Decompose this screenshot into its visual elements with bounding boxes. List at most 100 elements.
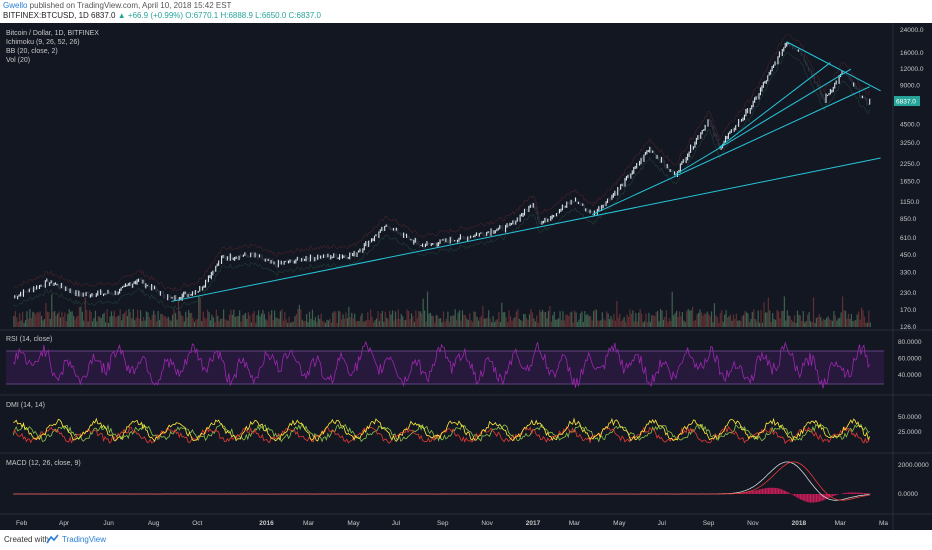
macd-hist-bar [796, 494, 799, 498]
volume-bar [94, 310, 97, 327]
volume-bar [451, 315, 453, 327]
volume-bar [364, 321, 366, 327]
volume-bar [147, 312, 149, 327]
macd-hist-bar [815, 494, 818, 503]
dmi-tick-label: 25.0000 [898, 429, 922, 436]
volume-bar [664, 316, 666, 327]
rsi-axis: 80.0000 60.0000 40.0000 [898, 339, 922, 379]
volume-bar [276, 317, 279, 327]
macd-hist-bar [814, 494, 816, 503]
volume-bar [161, 314, 164, 327]
volume-bar [58, 311, 60, 327]
macd-hist-bar [786, 491, 788, 494]
volume-bar [607, 313, 609, 327]
volume-bar [630, 313, 633, 327]
volume-bar [135, 317, 137, 327]
volume-bar [575, 312, 577, 327]
volume-bar [319, 319, 321, 327]
volume-bar [212, 317, 215, 327]
trendline[interactable] [786, 41, 881, 92]
macd-hist-bar [826, 494, 828, 499]
volume-bar [343, 318, 346, 327]
volume-bar [199, 298, 201, 327]
macd-tick-label: 2000.0000 [898, 462, 929, 469]
volume-bar [525, 317, 528, 327]
volume-bar [712, 322, 714, 327]
volume-bar [638, 312, 640, 327]
volume-bar [380, 313, 382, 327]
volume-bar [346, 318, 349, 327]
volume-bar [268, 311, 270, 327]
volume-bar [670, 320, 672, 327]
macd-hist-bar [850, 492, 852, 494]
macd-hist-bar [789, 493, 791, 494]
symbol-name: BITFINEX:BTCUSD, 1D [3, 11, 89, 20]
volume-bar [300, 309, 302, 327]
macd-hist-bar [831, 494, 834, 497]
volume-bar [144, 320, 146, 327]
volume-bar [205, 318, 207, 327]
volume-bar [338, 310, 340, 327]
volume-bar [367, 312, 369, 327]
volume-bar [211, 314, 213, 327]
volume-bar [56, 313, 59, 327]
volume-bar [170, 320, 172, 327]
macd-hist-bar [860, 492, 863, 494]
volume-bar [804, 322, 806, 327]
volume-bar [62, 316, 65, 327]
volume-bar [760, 310, 762, 327]
volume-bar [579, 313, 582, 327]
volume-bar [86, 309, 88, 327]
volume-bar [865, 322, 867, 327]
macd-hist-bar [847, 492, 850, 494]
volume-bar [486, 317, 488, 327]
volume-bar [425, 321, 427, 327]
price-change: +66.9 (+0.99%) [127, 11, 184, 20]
volume-bar [20, 320, 22, 327]
macd-hist-bar [769, 487, 771, 494]
volume-bar [29, 309, 31, 327]
volume-bar [450, 315, 452, 327]
volume-bar [308, 311, 311, 327]
volume-bar [228, 314, 231, 327]
volume-bar [858, 311, 860, 327]
volume-bar [323, 321, 325, 327]
volume-bar [234, 316, 236, 327]
dmi-pane-title: DMI (14, 14) [6, 402, 45, 409]
volume-bar [625, 322, 627, 327]
bb-lower-line [13, 52, 870, 310]
time-tick-label: Jun [103, 520, 114, 527]
volume-bar [788, 315, 790, 327]
volume-bar [591, 320, 593, 327]
trendline[interactable] [171, 157, 881, 302]
chart-canvas[interactable]: Bitcoin / Dollar, 1D, BITFINEX Ichimoku … [0, 23, 932, 530]
volume-bar [306, 313, 308, 327]
rsi-tick-label: 40.0000 [898, 372, 922, 379]
volume-bar [426, 291, 429, 327]
volume-bar [828, 319, 831, 327]
trendline[interactable] [592, 86, 870, 215]
volume-bar [179, 311, 181, 327]
volume-bar [196, 318, 198, 327]
volume-bar [103, 312, 105, 327]
tradingview-link[interactable]: TradingView [62, 535, 107, 544]
volume-bar [218, 320, 220, 327]
volume-bar [675, 310, 678, 327]
volume-bar [489, 318, 491, 327]
time-tick-label: Ma [879, 520, 888, 527]
volume-bar [456, 319, 458, 327]
volume-bar [358, 321, 360, 327]
volume-bar [167, 316, 169, 327]
macd-hist-bar [773, 487, 775, 494]
author-link[interactable]: Gwello [3, 1, 28, 10]
trendline[interactable] [674, 68, 852, 176]
volume-bar [119, 309, 121, 327]
volume-bar [798, 314, 800, 327]
trendline[interactable] [718, 62, 831, 149]
volume-bar [742, 314, 745, 327]
volume-bar [801, 320, 803, 327]
volume-bar [209, 320, 212, 327]
price-tick-label: 230.0 [900, 290, 917, 297]
volume-bar [633, 321, 635, 327]
price-tick-label: 24000.0 [900, 27, 924, 34]
